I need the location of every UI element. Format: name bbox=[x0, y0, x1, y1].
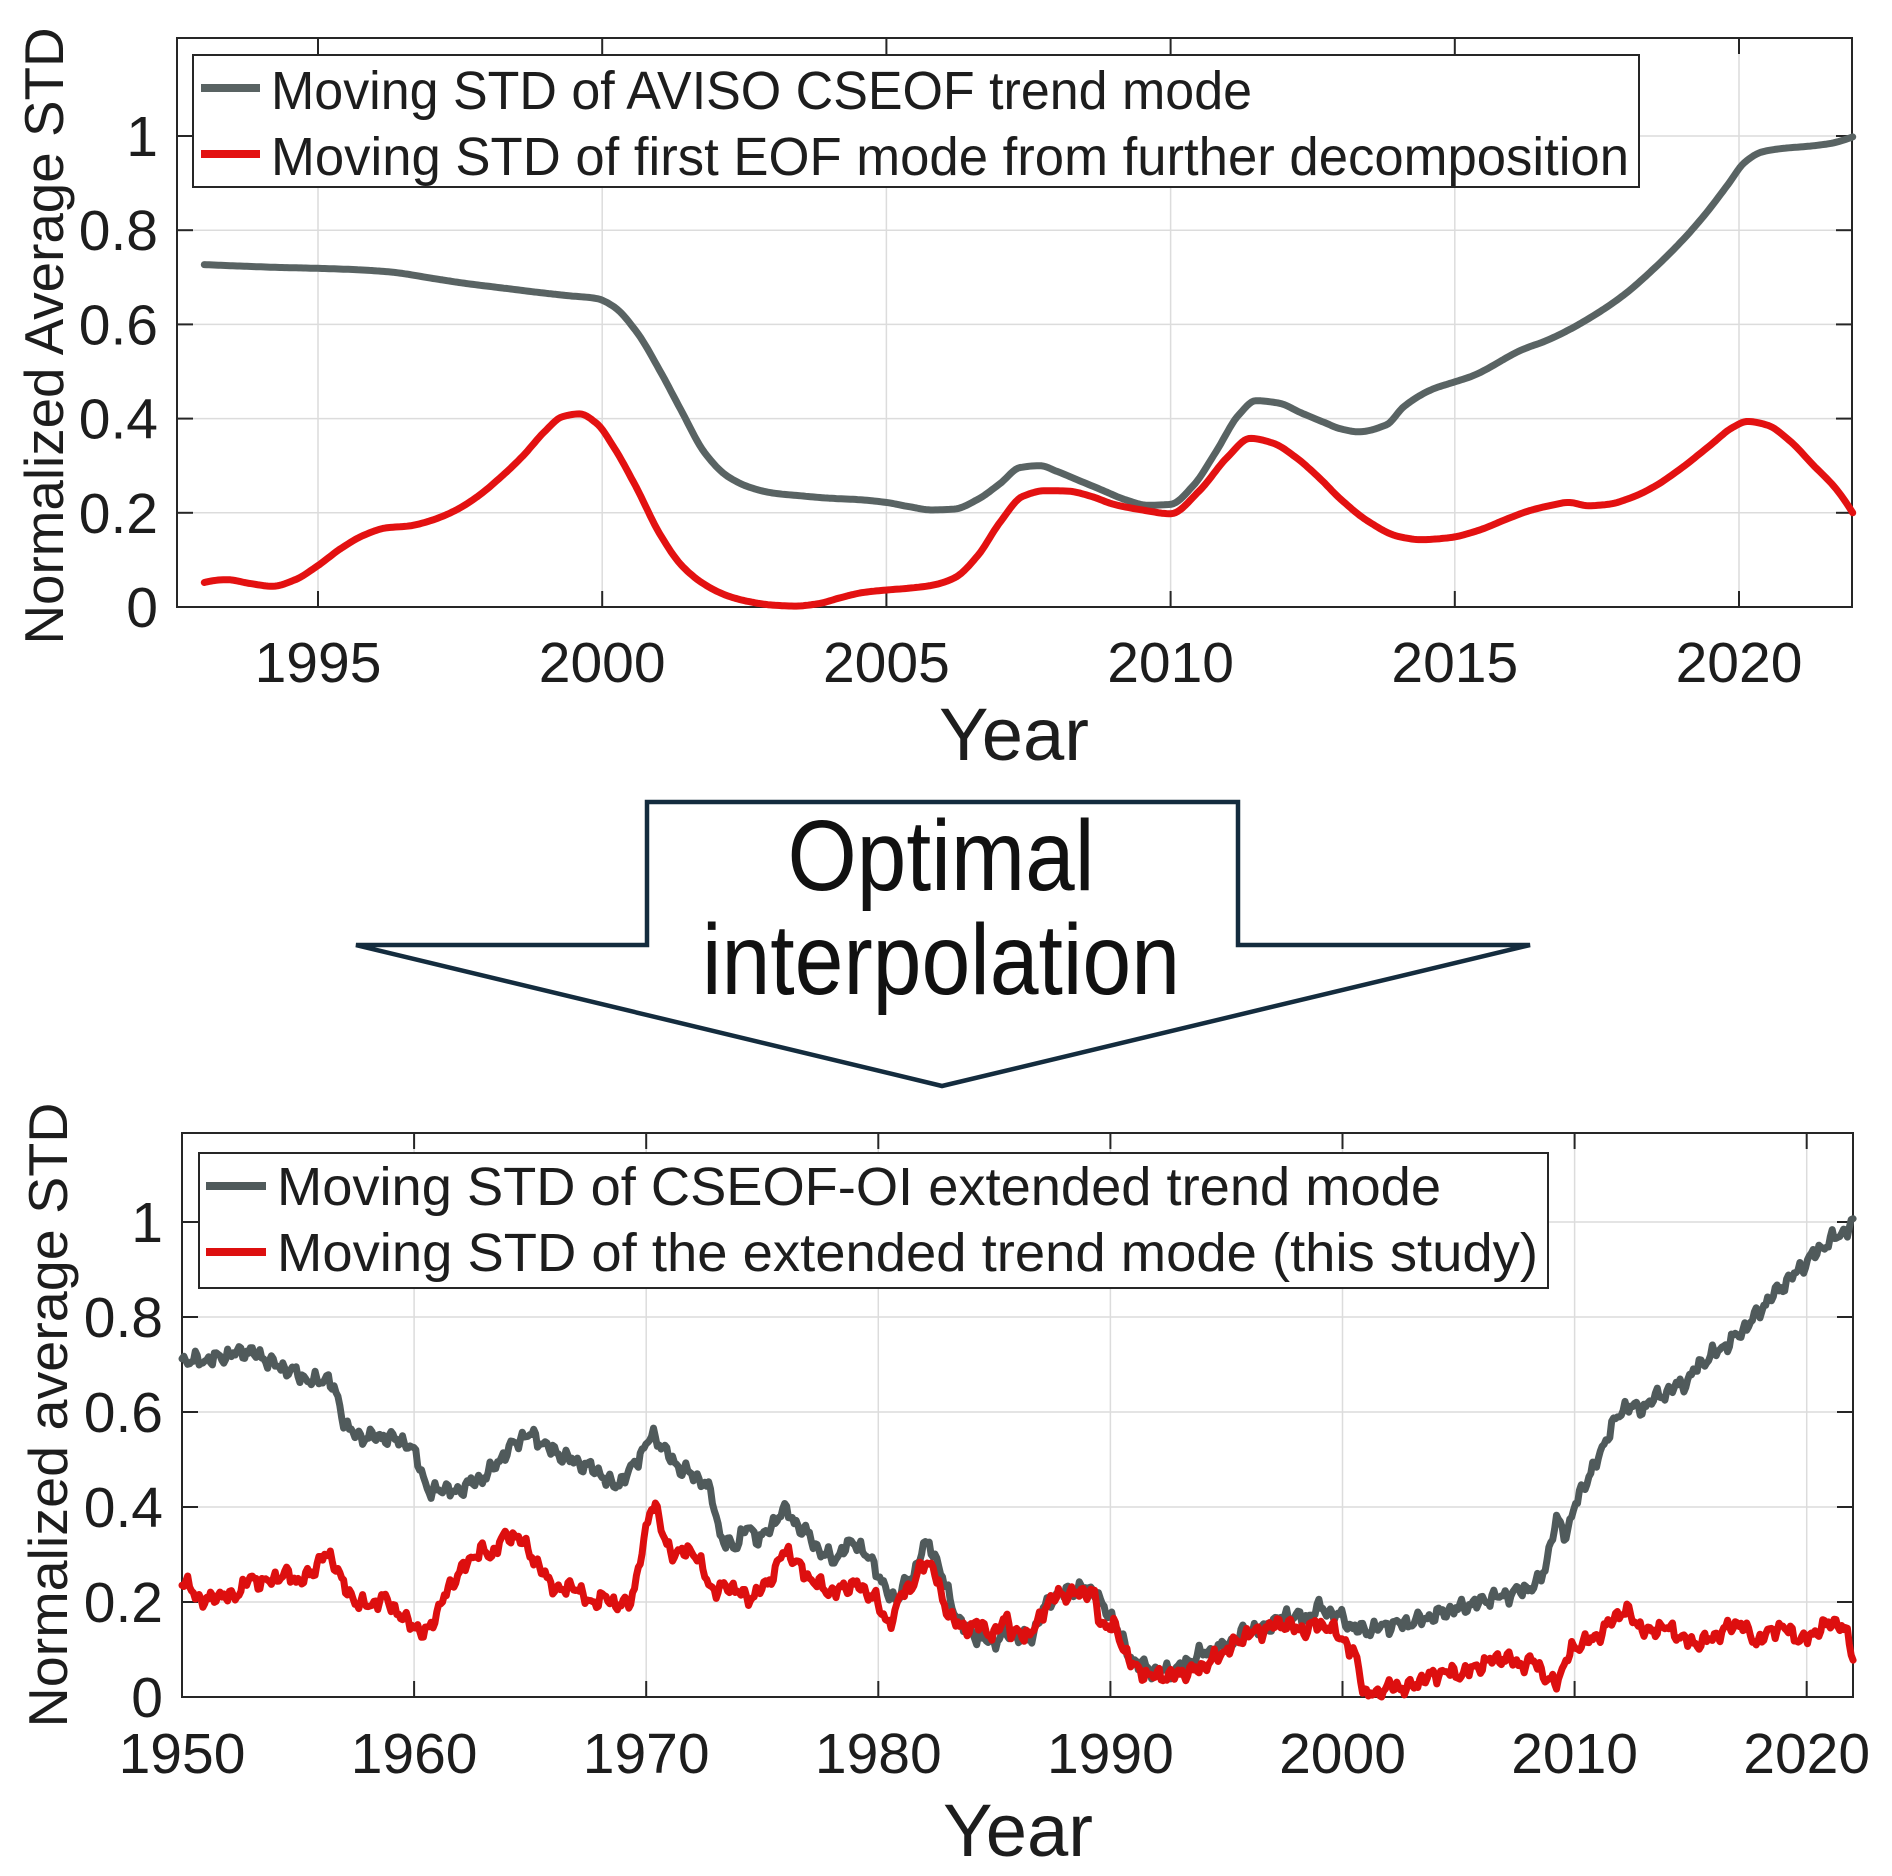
svg-text:0.2: 0.2 bbox=[79, 482, 158, 546]
svg-text:2010: 2010 bbox=[1511, 1722, 1638, 1786]
svg-text:1950: 1950 bbox=[119, 1722, 246, 1786]
svg-text:Year: Year bbox=[943, 1789, 1093, 1872]
svg-text:1980: 1980 bbox=[815, 1722, 942, 1786]
svg-text:1: 1 bbox=[126, 105, 158, 169]
svg-text:1990: 1990 bbox=[1047, 1722, 1174, 1786]
svg-text:0.8: 0.8 bbox=[84, 1286, 163, 1350]
svg-text:0.8: 0.8 bbox=[79, 199, 158, 263]
svg-text:0: 0 bbox=[126, 576, 158, 640]
svg-text:Normalized Average STD: Normalized Average STD bbox=[13, 28, 75, 645]
svg-text:Moving STD of CSEOF-OI extende: Moving STD of CSEOF-OI extended trend mo… bbox=[277, 1157, 1441, 1217]
svg-text:0.6: 0.6 bbox=[79, 293, 158, 357]
svg-text:interpolation: interpolation bbox=[702, 904, 1180, 1016]
svg-text:0.4: 0.4 bbox=[84, 1476, 163, 1540]
svg-text:1960: 1960 bbox=[351, 1722, 478, 1786]
svg-text:2015: 2015 bbox=[1391, 631, 1518, 695]
svg-text:0: 0 bbox=[131, 1666, 163, 1730]
svg-text:Normalized average STD: Normalized average STD bbox=[17, 1103, 79, 1728]
svg-text:2005: 2005 bbox=[823, 631, 950, 695]
svg-text:2020: 2020 bbox=[1676, 631, 1803, 695]
svg-text:Optimal: Optimal bbox=[788, 800, 1095, 912]
svg-text:2000: 2000 bbox=[1279, 1722, 1406, 1786]
svg-text:Moving STD of the extended tre: Moving STD of the extended trend mode (t… bbox=[277, 1223, 1538, 1283]
svg-text:Year: Year bbox=[939, 693, 1089, 776]
svg-text:1: 1 bbox=[131, 1191, 163, 1255]
svg-text:1970: 1970 bbox=[583, 1722, 710, 1786]
svg-text:0.2: 0.2 bbox=[84, 1571, 163, 1635]
svg-text:2010: 2010 bbox=[1107, 631, 1234, 695]
svg-text:2020: 2020 bbox=[1743, 1722, 1870, 1786]
svg-text:0.6: 0.6 bbox=[84, 1381, 163, 1445]
svg-text:0.4: 0.4 bbox=[79, 388, 158, 452]
svg-text:Moving STD of first EOF mode f: Moving STD of first EOF mode from furthe… bbox=[271, 127, 1629, 187]
svg-text:2000: 2000 bbox=[539, 631, 666, 695]
svg-text:Moving STD of AVISO CSEOF tren: Moving STD of AVISO CSEOF trend mode bbox=[271, 61, 1252, 121]
svg-text:1995: 1995 bbox=[255, 631, 382, 695]
